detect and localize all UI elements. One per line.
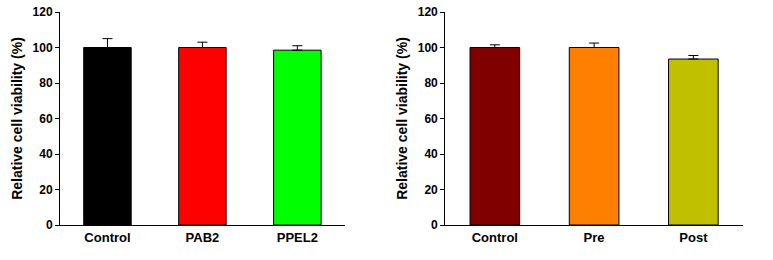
svg-text:100: 100 <box>33 41 53 55</box>
svg-text:40: 40 <box>39 147 53 161</box>
svg-text:120: 120 <box>418 5 438 19</box>
svg-text:Control: Control <box>84 230 130 245</box>
svg-text:Relative cell viability (%): Relative cell viability (%) <box>9 37 25 200</box>
svg-text:120: 120 <box>33 5 53 19</box>
svg-text:40: 40 <box>424 147 438 161</box>
svg-text:0: 0 <box>46 218 53 232</box>
svg-text:Control: Control <box>472 230 518 245</box>
svg-text:PAB2: PAB2 <box>186 230 220 245</box>
svg-text:Post: Post <box>679 230 708 245</box>
svg-text:Pre: Pre <box>584 230 605 245</box>
svg-text:80: 80 <box>39 76 53 90</box>
svg-text:20: 20 <box>424 183 438 197</box>
svg-text:PPEL2: PPEL2 <box>277 230 318 245</box>
svg-text:100: 100 <box>418 41 438 55</box>
svg-text:20: 20 <box>39 183 53 197</box>
svg-text:60: 60 <box>424 112 438 126</box>
svg-text:80: 80 <box>424 76 438 90</box>
svg-text:Relative cell viability (%): Relative cell viability (%) <box>394 37 410 200</box>
svg-text:60: 60 <box>39 112 53 126</box>
svg-text:0: 0 <box>431 218 438 232</box>
